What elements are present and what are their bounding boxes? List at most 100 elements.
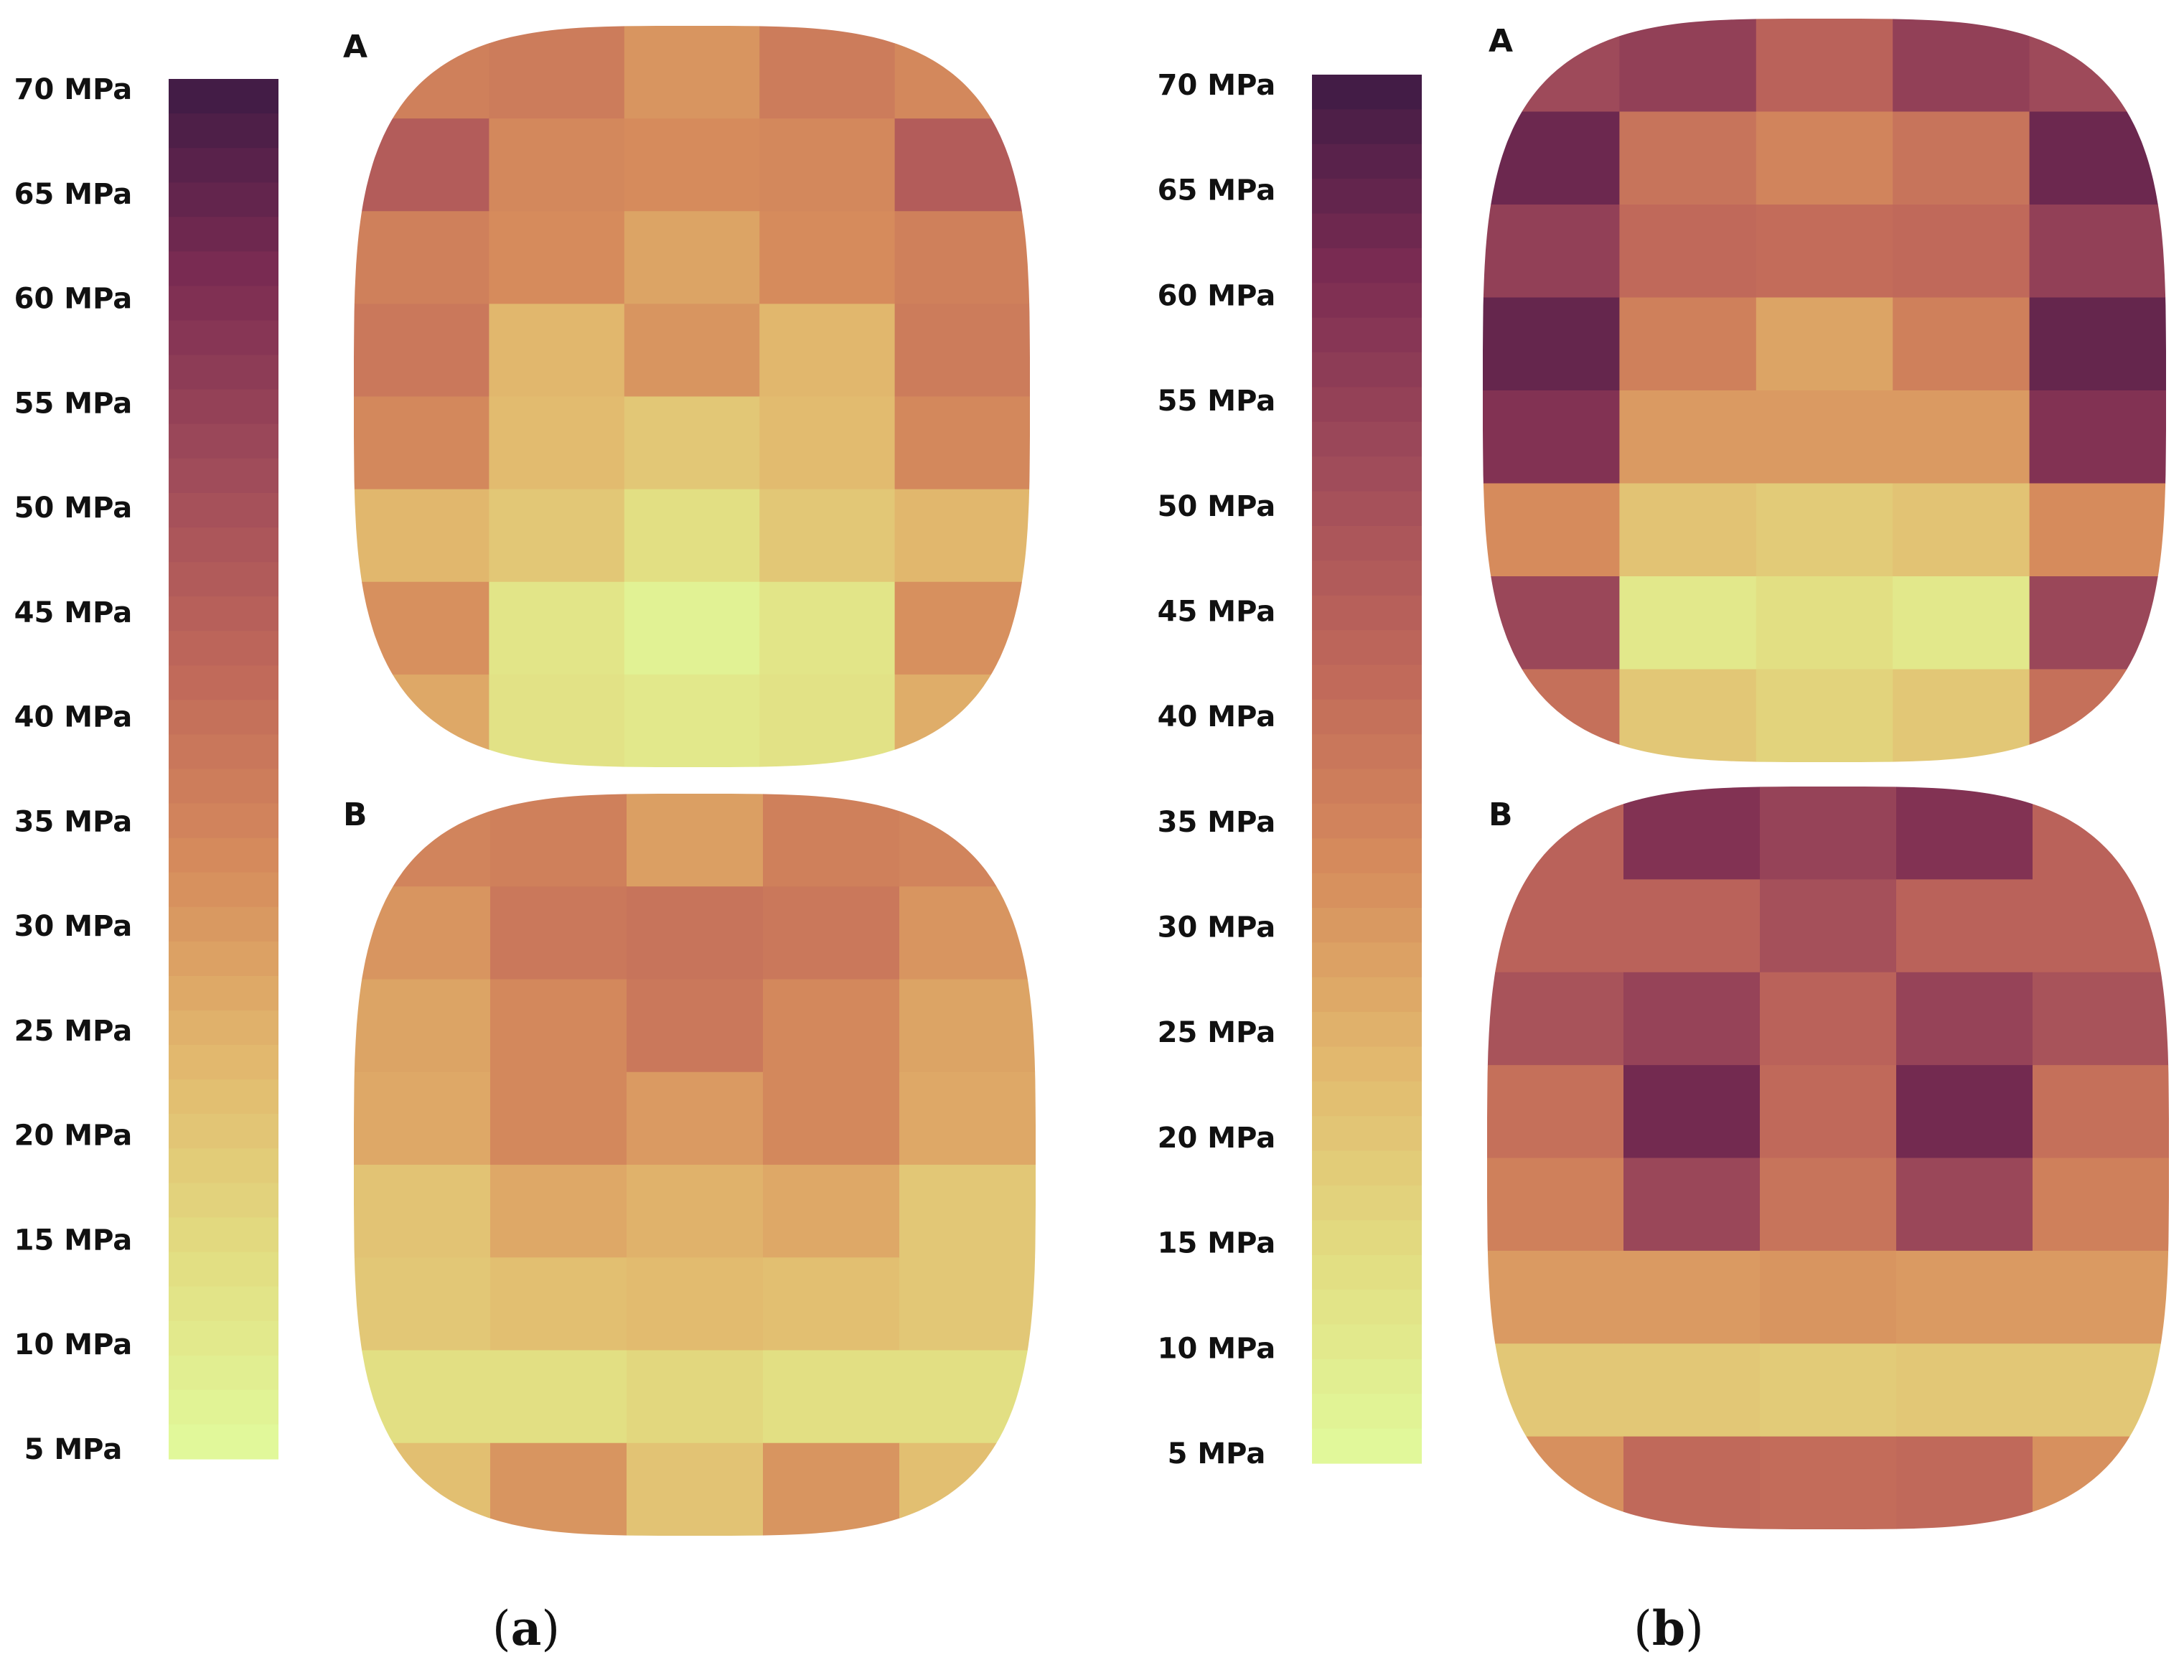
colorbar-tick-label: 35 MPa [14, 805, 133, 838]
colorbar-step [169, 1286, 278, 1322]
heatmap-cell [490, 1165, 627, 1258]
colorbar-tick-label: 45 MPa [14, 596, 133, 629]
heatmap-cell [624, 581, 760, 675]
colorbar-step [169, 975, 278, 1011]
heatmap-cell [2033, 879, 2169, 973]
colorbar-step [1312, 1358, 1422, 1394]
colorbar-tick-label: 5 MPa [1168, 1437, 1266, 1470]
colorbar-tick-label: 10 MPa [1158, 1332, 1276, 1365]
heatmap-cell [490, 1257, 627, 1351]
colorbar-step [169, 1183, 278, 1219]
heatmap-cell [2029, 390, 2166, 484]
heatmap-cell [2029, 205, 2166, 299]
heatmap-cell [899, 1071, 1036, 1165]
heatmap-cell [899, 794, 1036, 887]
heatmap-cell [2033, 787, 2169, 880]
colorbar-step [1312, 179, 1422, 215]
heatmap-cell [1487, 1158, 1624, 1252]
heatmap-cell [1756, 205, 1893, 299]
colorbar-step [1312, 942, 1422, 978]
colorbar-tick-label: 50 MPa [1158, 490, 1276, 523]
heatmap-cell [624, 489, 760, 583]
heatmap-cell [624, 26, 760, 119]
colorbar-step [169, 941, 278, 977]
colorbar-tick-label: 35 MPa [1158, 806, 1276, 839]
heatmap-cell [354, 1350, 491, 1444]
heatmap-cell [354, 1071, 491, 1165]
heatmap-cell [2033, 1250, 2169, 1344]
heatmap-cell [489, 674, 625, 767]
heatmap-cell [759, 581, 896, 675]
heatmap-cell [1487, 1436, 1624, 1529]
heatmap-cell [2033, 1158, 2169, 1252]
heatmap-cell [1893, 390, 2030, 484]
heatmap-cell [1760, 1158, 1897, 1252]
heatmap-a-A: A [343, 26, 1030, 767]
colorbar-step [1312, 560, 1422, 596]
colorbar-step [169, 872, 278, 908]
colorbar-step [169, 700, 278, 736]
heatmap-cell [1756, 390, 1893, 484]
colorbar-step [169, 286, 278, 322]
heatmap-cell [1756, 111, 1893, 205]
heatmap-cell [1760, 879, 1897, 973]
heatmap-cell [1893, 111, 2030, 205]
heatmap-cell [1483, 111, 1620, 205]
heatmap-cell [894, 304, 1030, 398]
heatmap-cell [1896, 1250, 2033, 1344]
colorbar-step [1312, 1220, 1422, 1256]
heatmap-cell [627, 1071, 764, 1165]
colorbar-step [1312, 283, 1422, 319]
heatmap-cell [2033, 1436, 2169, 1529]
heatmap-cell [1483, 576, 1620, 670]
colorbar-tick-label: 5 MPa [24, 1433, 123, 1466]
heatmap-cell [354, 581, 489, 675]
colorbar-step [1312, 1150, 1422, 1186]
heatmap-cell [354, 489, 489, 583]
heatmap-cell [489, 211, 625, 304]
colorbar-step [1312, 1254, 1422, 1290]
heatmap-cell [627, 794, 764, 887]
colorbar-step [169, 113, 278, 149]
heatmap-cell [1623, 1436, 1761, 1529]
heatmap-cell [1487, 879, 1624, 973]
heatmap-cell [1756, 576, 1893, 670]
colorbar-step [169, 492, 278, 528]
heatmap-cell [763, 1071, 900, 1165]
colorbar-step [169, 423, 278, 459]
colorbar-step [1312, 838, 1422, 874]
heatmap-cell [894, 489, 1030, 583]
heatmap-cell [1896, 787, 2033, 880]
colorbar-step [169, 803, 278, 839]
colorbars: 70 MPa 65 MPa 60 MPa 55 MPa 50 MPa 45 MPa 40 M… [14, 69, 1422, 1470]
heatmap-cell [1619, 111, 1757, 205]
heatmap-cell [490, 1071, 627, 1165]
heatmap-b-A: A [1483, 19, 2166, 762]
heatmap-cell [624, 118, 760, 212]
heatmap-cell [2029, 297, 2166, 391]
heatmap-cell [763, 794, 900, 887]
colorbar-tick-label: 50 MPa [14, 492, 133, 525]
colorbar-step [169, 389, 278, 425]
colorbar-step [1312, 595, 1422, 631]
heatmap-a-B: B [343, 794, 1036, 1536]
heatmap-cell [354, 118, 489, 212]
colorbar-tick-label: 55 MPa [14, 387, 133, 420]
heatmap-cell [2029, 19, 2166, 113]
colorbar-step [169, 217, 278, 252]
heatmap-cell [759, 674, 896, 767]
colorbar-tick-label: 40 MPa [14, 701, 133, 734]
colorbar-step [1312, 734, 1422, 770]
colorbar-step [169, 769, 278, 804]
colorbar-tick-label: 10 MPa [14, 1328, 133, 1361]
heatmap-cell [899, 1442, 1036, 1536]
colorbar-step [1312, 317, 1422, 353]
heatmap-cell [627, 1165, 764, 1258]
heatmap-cell [894, 211, 1030, 304]
heatmap-cell [899, 1350, 1036, 1444]
heatmap-cell [490, 1442, 627, 1536]
colorbar-tick-label: 65 MPa [1158, 174, 1276, 207]
heatmap-cell [1893, 576, 2030, 670]
heatmap-cell [489, 26, 625, 119]
